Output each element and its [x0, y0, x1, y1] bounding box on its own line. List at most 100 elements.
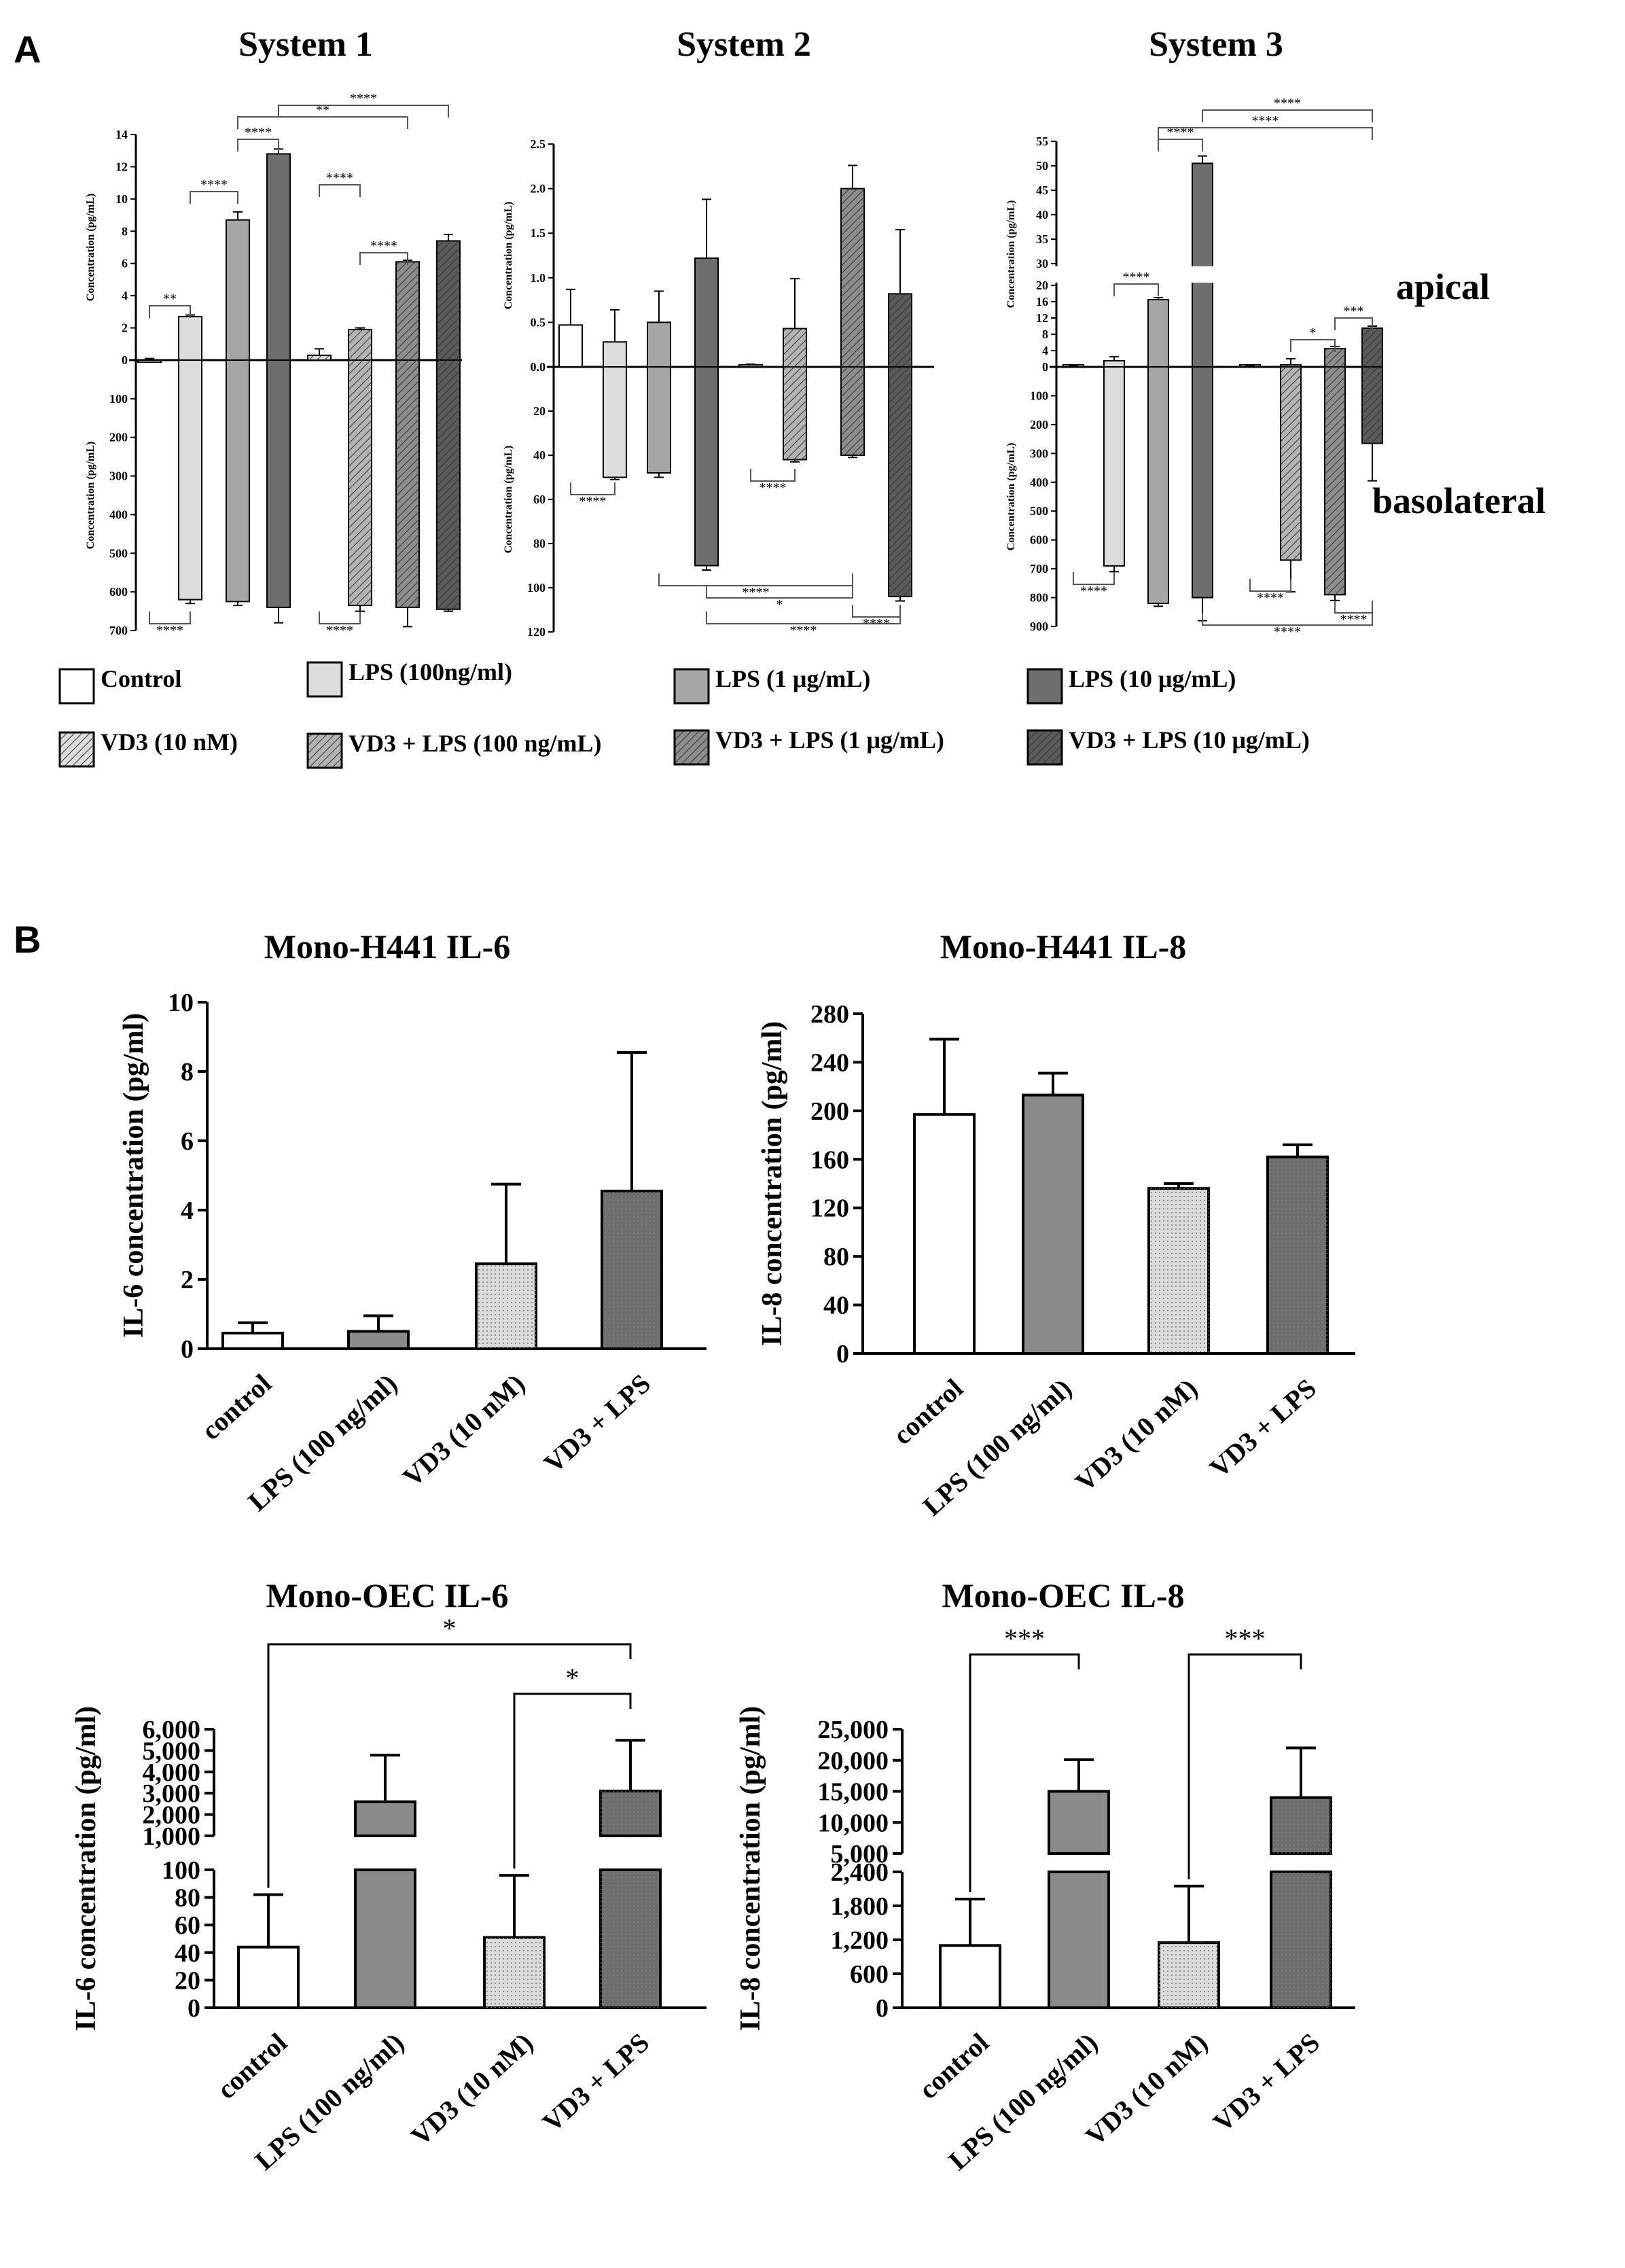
significance-label: **** — [1252, 113, 1279, 128]
chart-title: Mono-H441 IL-6 — [264, 927, 511, 965]
bar-break — [1191, 266, 1214, 283]
y-tick-label: 35 — [1036, 232, 1048, 246]
bar-basolateral-hatch — [1325, 367, 1345, 595]
bar — [913, 1113, 976, 1355]
significance-label: **** — [370, 238, 397, 253]
significance-label: * — [776, 597, 783, 612]
y-axis-label-apical: Concentration (pg/mL) — [503, 202, 514, 310]
y-tick-label: 10,000 — [818, 1809, 889, 1837]
y-tick-label: 20 — [175, 1966, 200, 1995]
significance-bracket — [969, 1653, 1080, 1892]
bar-basolateral-hatch — [841, 367, 864, 455]
bar — [237, 1945, 300, 2009]
x-tick-label: control — [196, 1368, 277, 1446]
y-tick-label: 12 — [115, 160, 128, 173]
significance-label: **** — [1167, 125, 1194, 140]
y-tick-label: 4 — [181, 1197, 194, 1225]
y-tick-label: 0 — [876, 1994, 889, 2023]
y-tick-label: 0.0 — [531, 360, 546, 374]
y-tick-label: 0 — [1042, 360, 1048, 374]
bar-apical-hatch — [308, 355, 331, 360]
y-axis-label: IL-6 concentration (pg/ml) — [71, 1706, 102, 2031]
significance-bracket — [658, 573, 853, 586]
y-tick-label: 4,000 — [143, 1758, 201, 1787]
y-axis-label: IL-8 concentration (pg/ml) — [735, 1706, 766, 2031]
bar-dots — [1271, 1872, 1331, 2008]
y-tick-label: 30 — [1036, 257, 1048, 270]
bar — [939, 1944, 1001, 2009]
x-tick-label: VD3 (10 nM) — [397, 1368, 531, 1493]
significance-label: *** — [1344, 304, 1364, 319]
chart-title: System 2 — [677, 25, 811, 64]
significance-bracket — [190, 191, 238, 204]
y-tick-label: 15,000 — [818, 1778, 889, 1807]
significance-bracket — [1334, 601, 1373, 614]
bar-basolateral — [226, 359, 250, 603]
bar-apical — [178, 315, 202, 361]
bar-basolateral — [178, 359, 202, 601]
y-tick-label: 2,000 — [143, 1801, 201, 1830]
significance-label: * — [443, 1613, 457, 1644]
y-tick-label: 800 — [1030, 591, 1048, 605]
bar-basolateral — [603, 366, 627, 478]
legend-swatch-hatch — [673, 729, 710, 766]
significance-bracket — [319, 184, 361, 197]
x-tick-label: VD3 + LPS — [1204, 1372, 1322, 1483]
y-tick-label: 0.5 — [531, 315, 546, 329]
chart-title: Mono-OEC IL-8 — [942, 1576, 1185, 1614]
y-tick-label: 160 — [810, 1146, 849, 1174]
y-tick-label: 700 — [1030, 562, 1048, 575]
x-tick-label: VD3 + LPS — [537, 2027, 655, 2138]
significance-label: * — [566, 1663, 579, 1693]
charts-layer: System 102468101214100200300400500600700… — [71, 25, 1383, 2176]
bar — [1048, 1790, 1110, 1855]
y-tick-label: 0 — [836, 1340, 849, 1368]
bar-basolateral — [694, 366, 719, 567]
y-tick-label: 100 — [527, 581, 546, 595]
significance-bracket — [237, 116, 408, 129]
bar — [354, 1800, 416, 1838]
basolateral-label: basolateral — [1372, 480, 1546, 521]
y-tick-label: 0 — [188, 1994, 200, 2023]
x-tick-label: VD3 (10 nM) — [1069, 1372, 1203, 1498]
bar-dots — [476, 1264, 536, 1349]
bar-dots — [484, 1937, 544, 2008]
y-tick-label: 1,200 — [831, 1926, 889, 1955]
y-tick-label: 2 — [181, 1266, 194, 1294]
significance-bracket — [852, 605, 901, 618]
y-axis-label: IL-6 concentration (pg/ml) — [118, 1013, 149, 1338]
y-tick-label: 2 — [122, 321, 128, 335]
y-tick-label: 600 — [850, 1960, 889, 1989]
significance-label: *** — [1225, 1623, 1266, 1654]
significance-bracket — [1188, 1653, 1302, 1879]
significance-bracket — [1158, 127, 1373, 140]
bar-apical-hatch — [889, 294, 912, 367]
significance-bracket — [513, 1693, 632, 1869]
bar-apical-hatch — [841, 188, 864, 367]
significance-label: **** — [1340, 612, 1368, 627]
y-tick-label: 1.0 — [531, 271, 546, 285]
y-tick-label: 40 — [175, 1939, 200, 1968]
y-tick-label: 60 — [175, 1911, 200, 1940]
bar-basolateral-hatch — [889, 367, 912, 597]
y-tick-label: 600 — [109, 585, 128, 599]
y-tick-label: 10 — [168, 989, 194, 1017]
legend-label: LPS (1 μg/mL) — [715, 665, 870, 692]
y-tick-label: 120 — [527, 625, 546, 639]
significance-bracket — [359, 252, 408, 265]
y-tick-label: 240 — [810, 1048, 849, 1077]
bar-apical-hatch — [396, 262, 419, 360]
y-tick-label: 600 — [1030, 533, 1048, 547]
bar-dots — [1159, 1943, 1219, 2008]
y-tick-label: 8 — [122, 224, 128, 238]
significance-label: **** — [200, 177, 228, 192]
y-axis-label-basolateral: Concentration (pg/mL) — [503, 446, 514, 554]
bar-apical — [137, 359, 162, 363]
y-tick-label: 5,000 — [831, 1840, 889, 1868]
x-tick-label: control — [913, 2027, 995, 2105]
y-tick-label: 40 — [533, 448, 546, 462]
y-tick-label: 25,000 — [818, 1716, 889, 1744]
bar-apical — [603, 341, 627, 368]
